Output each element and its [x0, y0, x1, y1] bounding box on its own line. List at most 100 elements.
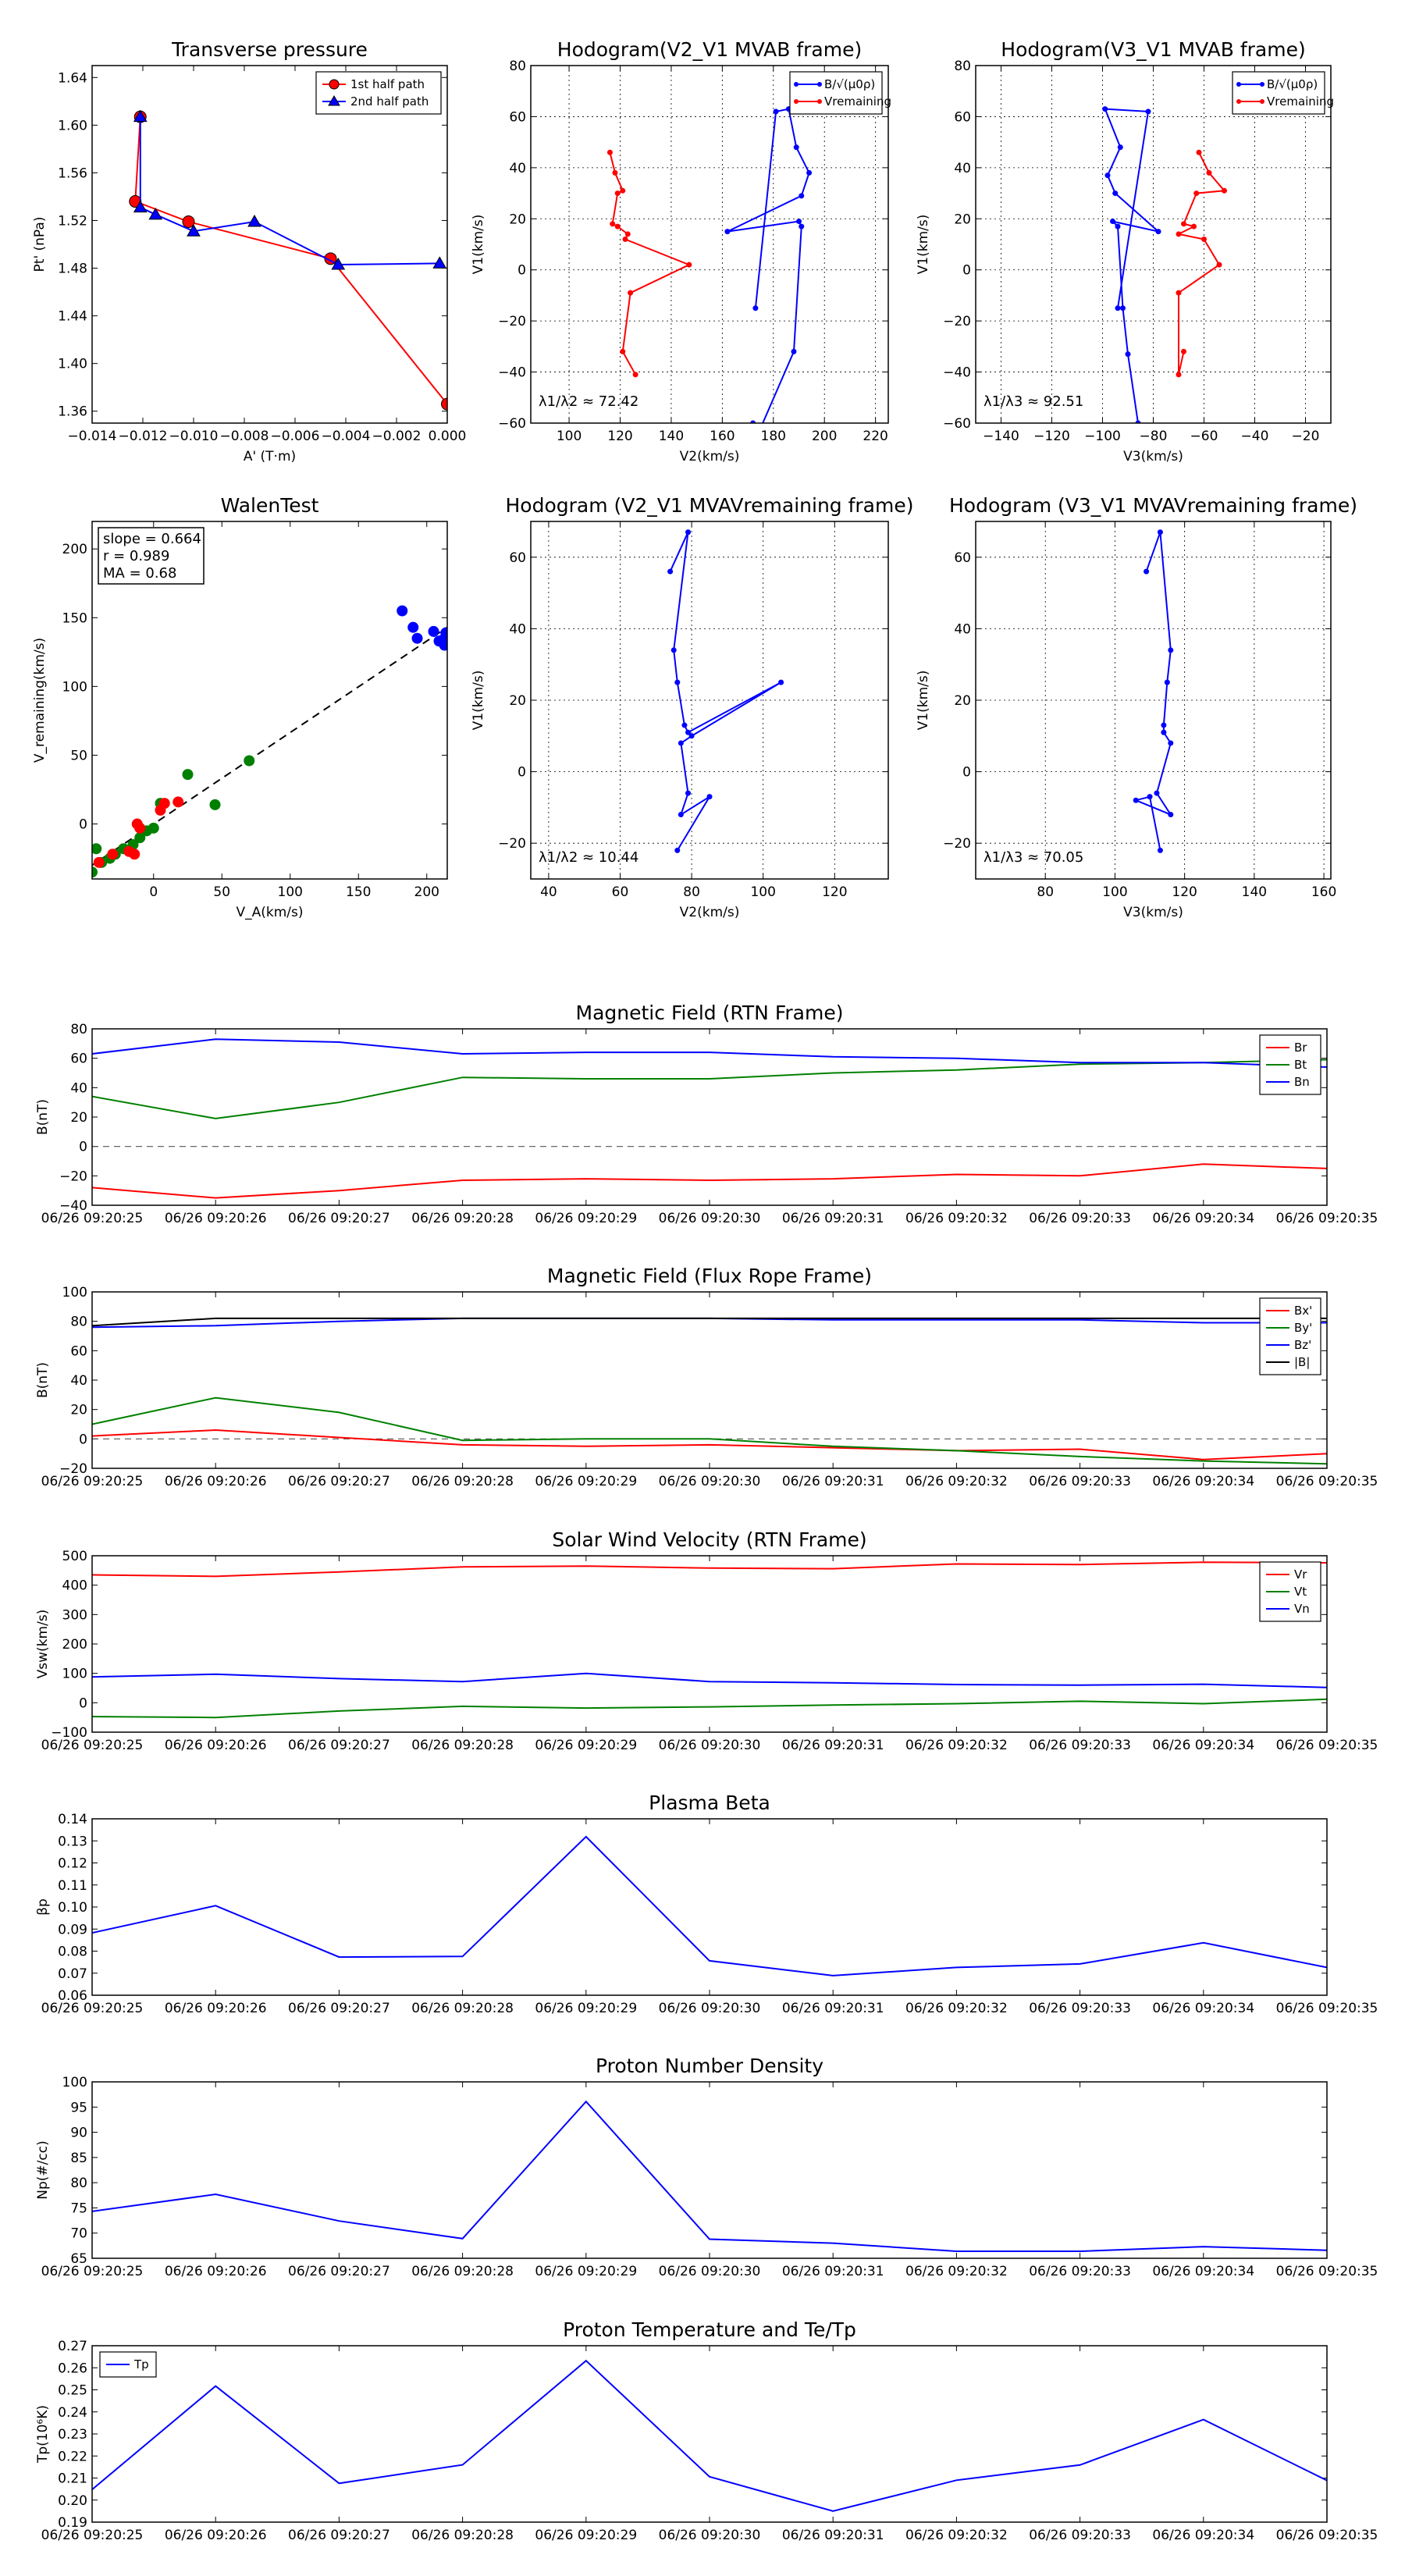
y-axis-label: Vsw(km/s) [35, 1610, 51, 1679]
x-tick-label: 06/26 09:20:27 [288, 2528, 390, 2543]
y-tick-label: 95 [70, 2100, 87, 2115]
y-tick-label: 0.20 [58, 2493, 87, 2509]
data-point [1193, 190, 1200, 197]
legend-label: B/√(μ0ρ) [1267, 77, 1318, 91]
legend-marker [1260, 99, 1264, 104]
y-tick-label: −40 [59, 1198, 87, 1214]
y-tick-label: −20 [943, 314, 971, 329]
series-line-Bx' [92, 1429, 1327, 1461]
y-tick-label: 20 [509, 212, 526, 227]
data-point [187, 224, 201, 237]
y-tick-label: 80 [70, 2176, 87, 2191]
x-tick-label: −100 [1084, 429, 1121, 444]
chart-title: Plasma Beta [649, 1791, 770, 1814]
data-point [773, 109, 779, 115]
series-line-2nd half path [139, 116, 440, 266]
series-line-Vremaining [1176, 151, 1226, 375]
legend-box [1232, 71, 1325, 115]
y-tick-label: 150 [62, 610, 87, 626]
x-tick-label: 06/26 09:20:28 [411, 2264, 514, 2279]
data-point [614, 190, 621, 197]
eigen-ratio: λ1/λ3 ≈ 92.51 [984, 393, 1083, 410]
y-tick-label: 80 [509, 59, 526, 74]
x-tick-label: 06/26 09:20:25 [41, 1474, 144, 1489]
data-point [674, 679, 681, 685]
legend-label: B/√(μ0ρ) [824, 77, 875, 91]
data-point [247, 214, 261, 227]
x-tick-label: 160 [1311, 884, 1336, 900]
data-point [1125, 351, 1131, 358]
data-point [1120, 305, 1126, 311]
y-tick-label: 20 [954, 693, 971, 709]
panel-h1: Hodogram(V2_V1 MVAB frame) 100 120 140 160 18… [471, 38, 891, 464]
data-point [1157, 529, 1163, 535]
x-tick-label: 06/26 09:20:31 [782, 2001, 884, 2016]
y-axis-label: Pt' (nPa) [32, 217, 48, 272]
scatter-point [209, 799, 221, 810]
y-axis-label: B(nT) [35, 1099, 51, 1135]
data-point [1222, 187, 1227, 194]
x-tick-label: 06/26 09:20:31 [782, 2528, 884, 2543]
legend-marker [794, 82, 799, 87]
stats-line: r = 0.989 [103, 548, 169, 564]
series-line-Np [92, 2100, 1327, 2252]
y-axis-label: Tp(10⁶K) [35, 2405, 51, 2464]
x-tick-label: 100 [750, 884, 775, 900]
x-tick-label: 06/26 09:20:34 [1152, 2001, 1254, 2016]
x-tick-label: 50 [213, 884, 230, 900]
y-tick-label: 1.56 [58, 165, 87, 181]
y-axis-label: Np(#/cc) [35, 2140, 51, 2199]
plot-frame [91, 1028, 1328, 1206]
y-tick-label: 80 [70, 1315, 87, 1330]
x-tick-label: 06/26 09:20:35 [1276, 2528, 1378, 2543]
y-tick-label: 0.24 [58, 2405, 87, 2421]
legend-label: Vr [1294, 1567, 1307, 1582]
scatter-point [397, 605, 408, 617]
legend-label: 2nd half path [350, 94, 429, 109]
y-axis-label: V1(km/s) [471, 215, 486, 275]
data-point [806, 169, 813, 176]
legend: Br Bt Bn [1259, 1034, 1321, 1095]
legend: 1st half path 2nd half path [315, 71, 442, 115]
legend-marker [1236, 82, 1241, 87]
series-line-V [1133, 532, 1173, 851]
series-line-B/√(μ0ρ) [727, 108, 810, 423]
y-tick-label: 0.07 [58, 1966, 87, 1982]
y-tick-label: 60 [70, 1051, 87, 1067]
y-tick-label: 1.40 [58, 357, 87, 372]
data-layer [129, 109, 447, 411]
plot-frame [975, 65, 1332, 424]
legend-label: Br [1294, 1041, 1307, 1055]
data-layer [92, 1561, 1327, 1719]
y-axis-label: βp [35, 1898, 51, 1916]
data-point [432, 256, 447, 269]
x-tick-label: 06/26 09:20:35 [1276, 2001, 1378, 2016]
scatter-point [182, 769, 194, 781]
x-tick-label: 06/26 09:20:32 [905, 1474, 1008, 1489]
y-tick-label: −20 [59, 1169, 87, 1184]
data-point [750, 420, 756, 423]
series-line-B/√(μ0ρ) [1104, 108, 1161, 423]
x-tick-label: 06/26 09:20:32 [905, 1211, 1008, 1226]
panel-tp_temp: Proton Temperature and Te/Tp 06/26 09:20:… [35, 2318, 1378, 2543]
y-tick-label: 65 [70, 2251, 87, 2267]
data-layer [92, 605, 447, 878]
stats-box [98, 527, 205, 585]
x-tick-label: 120 [607, 429, 632, 444]
data-point [614, 223, 621, 229]
data-point [1135, 420, 1141, 423]
x-tick-label: 06/26 09:20:27 [288, 1211, 390, 1226]
y-tick-label: 100 [62, 1285, 87, 1300]
y-tick-label: 0 [79, 1432, 87, 1447]
y-tick-label: 0.25 [58, 2383, 87, 2399]
legend-label: Bt [1294, 1058, 1307, 1072]
data-layer [92, 1317, 1327, 1465]
y-axis-label: V1(km/s) [916, 671, 931, 731]
scatter-point [158, 798, 170, 809]
y-tick-label: 0.27 [58, 2339, 87, 2354]
legend-label: By' [1294, 1321, 1312, 1335]
data-point [612, 169, 618, 176]
data-point [1196, 149, 1202, 155]
scatter-point [129, 849, 140, 860]
